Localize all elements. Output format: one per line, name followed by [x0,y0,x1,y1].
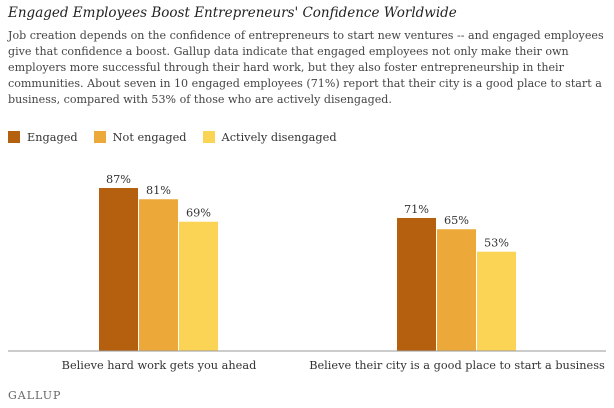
legend-swatch-not-engaged [93,131,106,143]
legend-item-engaged: Engaged [8,131,78,144]
x-labels-group: Believe hard work gets you ahead Believe … [62,359,605,372]
data-label-not-engaged-2: 65% [444,214,469,227]
legend-label-not-engaged: Not engaged [112,130,187,144]
x-tick-label-2: Believe their city is a good place to st… [309,359,605,372]
chart-title: Engaged Employees Boost Entrepreneurs' C… [8,5,457,21]
chart-description: Job creation depends on the confidence o… [8,29,604,106]
data-label-actively-disengaged-2: 53% [484,237,509,250]
data-label-not-engaged-1: 81% [146,184,171,197]
x-tick-label-1: Believe hard work gets you ahead [62,359,257,372]
data-label-engaged-2: 71% [404,203,429,216]
bar-engaged-2 [397,217,436,351]
legend-swatch-engaged [8,131,20,143]
bar-engaged-1 [99,188,138,351]
legend-swatch-actively-disengaged [202,131,215,143]
data-label-engaged-1: 87% [106,173,131,186]
bar-actively-disengaged-2 [477,251,516,351]
legend-item-actively-disengaged: Actively disengaged [202,130,337,144]
gallup-logo: GALLUP [8,389,62,402]
bar-actively-disengaged-1 [179,221,218,351]
legend-item-not-engaged: Not engaged [93,130,187,144]
legend: Engaged Not engaged Actively disengaged [8,129,353,145]
bar-not-engaged-1 [139,199,178,351]
bars-group: 87% 81% 69% 71% 65% 53% [99,173,516,351]
bar-not-engaged-2 [437,229,476,351]
legend-label-actively-disengaged: Actively disengaged [221,130,337,144]
legend-label-engaged: Engaged [27,130,78,144]
data-label-actively-disengaged-1: 69% [186,207,211,220]
